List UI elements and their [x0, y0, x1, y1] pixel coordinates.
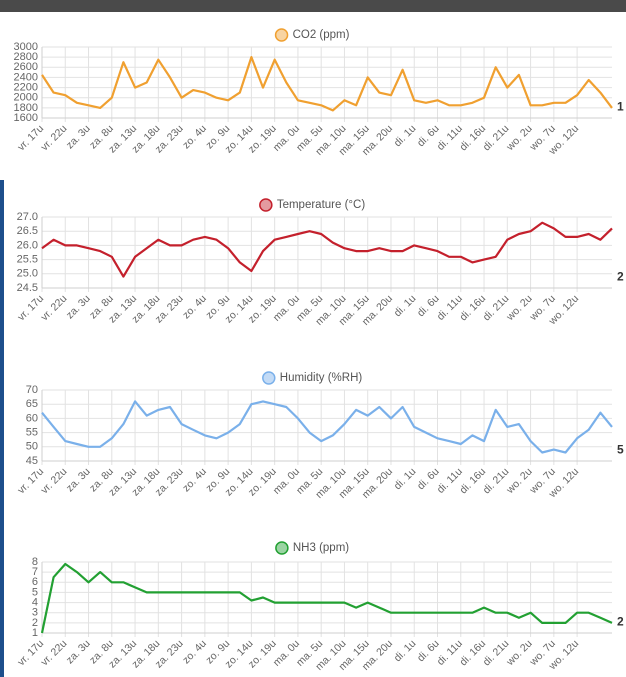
x-tick-label: zo. 4u — [180, 122, 209, 151]
y-tick-label: 25.5 — [17, 254, 38, 266]
legend-label: Humidity (%RH) — [280, 372, 363, 384]
y-tick-label: 26.5 — [17, 225, 38, 237]
legend-swatch — [275, 541, 289, 555]
x-tick-label: wo. 2u — [504, 465, 535, 496]
x-tick-label: za. 3u — [64, 122, 93, 151]
y-tick-label: 1 — [32, 627, 38, 639]
y-tick-label: 2400 — [14, 71, 38, 83]
x-tick-label: zo. 4u — [180, 637, 209, 666]
legend-swatch — [274, 28, 289, 42]
y-tick-label: 7 — [32, 566, 38, 578]
legend-swatch — [259, 198, 273, 212]
data-line — [41, 400, 613, 454]
edge-label: 2 — [617, 615, 624, 629]
legend: CO2 (ppm) — [274, 28, 350, 42]
y-tick-label: 26.0 — [17, 239, 38, 251]
y-tick-label: 2600 — [14, 61, 38, 73]
y-tick-label: 2000 — [14, 92, 38, 104]
data-line — [41, 221, 613, 278]
x-tick-label: vr. 22u — [39, 292, 70, 323]
y-tick-label: 1800 — [14, 102, 38, 114]
x-tick-label: zo. 4u — [180, 465, 209, 494]
side-bar — [0, 180, 4, 677]
x-tick-label: di. 21u — [481, 465, 512, 496]
legend: Humidity (%RH) — [262, 371, 363, 385]
x-tick-label: di. 1u — [392, 465, 419, 492]
y-tick-label: 1600 — [14, 112, 38, 124]
x-tick-label: zo. 4u — [180, 292, 209, 321]
edge-label: 1 — [617, 100, 624, 114]
y-tick-label: 70 — [26, 384, 38, 396]
data-line — [41, 56, 613, 112]
y-tick-label: 6 — [32, 576, 38, 588]
y-tick-label: 3000 — [14, 41, 38, 53]
y-tick-label: 3 — [32, 607, 38, 619]
x-tick-label: vr. 22u — [39, 637, 70, 668]
y-tick-label: 2 — [32, 617, 38, 629]
legend: Temperature (°C) — [259, 198, 365, 212]
x-tick-label: za. 3u — [64, 637, 93, 666]
x-tick-label: vr. 22u — [39, 122, 70, 153]
x-tick-label: di. 21u — [481, 122, 512, 153]
legend-label: CO2 (ppm) — [293, 29, 350, 41]
x-tick-label: di. 21u — [481, 292, 512, 323]
y-tick-label: 4 — [32, 596, 38, 608]
legend-swatch — [262, 371, 276, 385]
x-tick-label: di. 1u — [392, 122, 419, 149]
y-tick-label: 25.0 — [17, 268, 38, 280]
x-tick-label: wo. 2u — [504, 122, 535, 153]
x-tick-label: wo. 2u — [504, 292, 535, 323]
y-tick-label: 5 — [32, 586, 38, 598]
legend: NH3 (ppm) — [275, 541, 349, 555]
y-tick-label: 65 — [26, 398, 38, 410]
x-tick-label: di. 1u — [392, 292, 419, 319]
data-line — [40, 562, 613, 634]
legend-label: Temperature (°C) — [277, 199, 365, 211]
edge-label: 5 — [617, 443, 624, 457]
y-tick-label: 24.5 — [17, 282, 38, 294]
x-tick-label: di. 21u — [481, 637, 512, 668]
top-bar — [0, 0, 626, 12]
y-tick-label: 2800 — [14, 51, 38, 63]
x-tick-label: vr. 22u — [39, 465, 70, 496]
y-tick-label: 50 — [26, 441, 38, 453]
y-tick-label: 60 — [26, 412, 38, 424]
x-tick-label: di. 1u — [392, 637, 419, 664]
legend-label: NH3 (ppm) — [293, 542, 349, 554]
x-tick-label: wo. 2u — [504, 637, 535, 668]
edge-label: 2 — [617, 270, 624, 284]
x-tick-label: za. 3u — [64, 465, 93, 494]
y-tick-label: 8 — [32, 556, 38, 568]
y-tick-label: 2200 — [14, 81, 38, 93]
y-tick-label: 55 — [26, 427, 38, 439]
y-tick-label: 27.0 — [17, 211, 38, 223]
y-tick-label: 45 — [26, 455, 38, 467]
x-tick-label: za. 3u — [64, 292, 93, 321]
